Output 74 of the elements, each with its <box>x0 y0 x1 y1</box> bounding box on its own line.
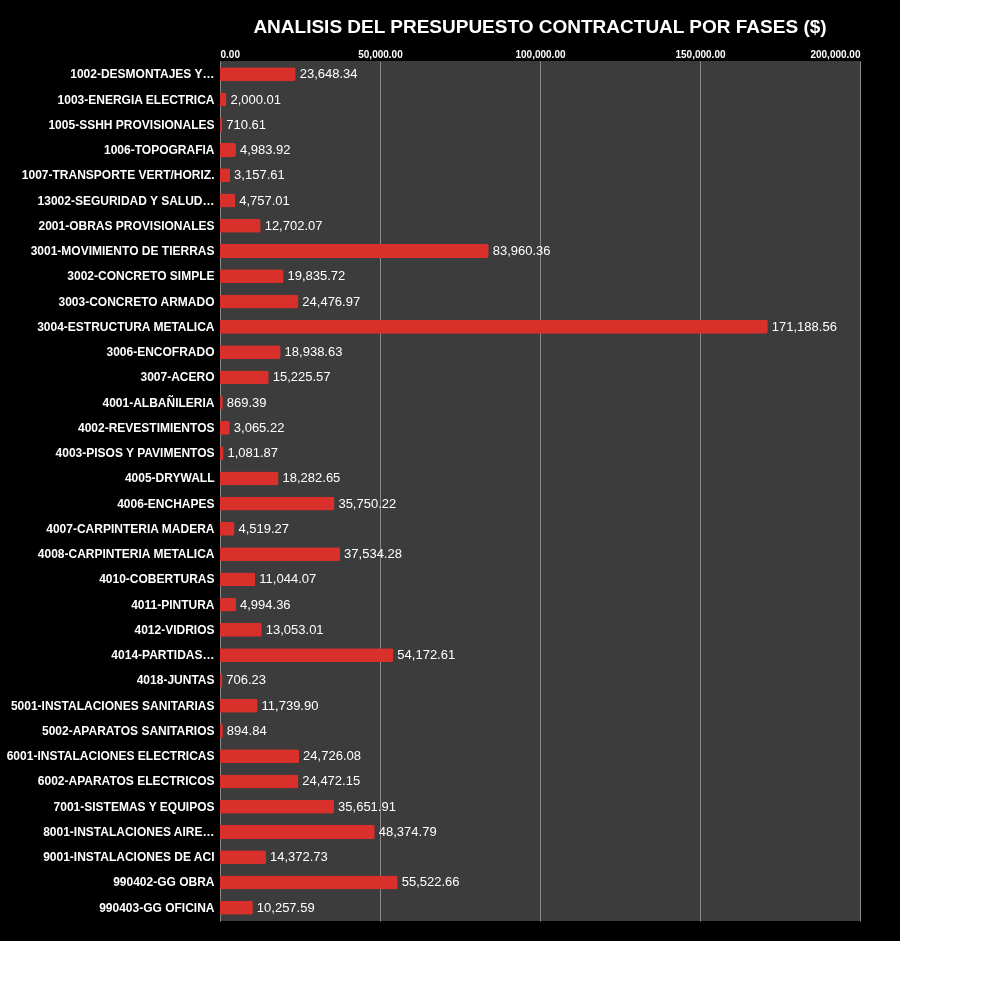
data-label: 12,702.07 <box>264 217 323 233</box>
y-tick-label: 3007-ACERO <box>140 370 215 385</box>
y-tick-label: 13002-SEGURIDAD Y SALUD… <box>37 193 215 208</box>
y-tick-label: 1005-SSHH PROVISIONALES <box>48 117 215 132</box>
y-tick-label: 1007-TRANSPORTE VERT/HORIZ. <box>21 168 215 183</box>
y-tick-label: 3006-ENCOFRADO <box>106 345 215 360</box>
y-tick-label: 4010-COBERTURAS <box>99 572 215 587</box>
data-label: 710.61 <box>226 116 267 132</box>
data-label: 171,188.56 <box>771 318 837 334</box>
y-tick-label: 4012-VIDRIOS <box>134 622 215 637</box>
y-tick-label: 4005-DRYWALL <box>124 471 215 486</box>
data-label: 18,938.63 <box>284 344 343 360</box>
data-label: 4,994.36 <box>239 596 291 612</box>
data-label: 4,983.92 <box>239 142 291 158</box>
y-tick-label: 990402-GG OBRA <box>113 875 215 890</box>
y-tick-label: 3001-MOVIMIENTO DE TIERRAS <box>30 244 215 259</box>
data-label: 18,282.65 <box>282 470 341 486</box>
y-tick-label: 4018-JUNTAS <box>136 673 215 688</box>
chart-title: ANALISIS DEL PRESUPUESTO CONTRACTUAL POR FASES ($) <box>253 16 827 37</box>
data-label: 1,081.87 <box>227 445 279 461</box>
y-tick-label: 8001-INSTALACIONES AIRE… <box>43 824 215 839</box>
y-tick-label: 6002-APARATOS ELECTRICOS <box>37 774 215 789</box>
data-label: 3,065.22 <box>233 419 285 435</box>
y-tick-label: 6001-INSTALACIONES ELECTRICAS <box>6 749 215 764</box>
data-label: 55,522.66 <box>401 874 460 890</box>
data-label: 3,157.61 <box>234 167 285 183</box>
y-tick-label: 3003-CONCRETO ARMADO <box>58 294 215 309</box>
data-label: 14,372.73 <box>269 849 328 865</box>
data-label: 24,472.15 <box>302 773 361 789</box>
data-label: 10,257.59 <box>256 899 315 915</box>
y-tick-label: 4003-PISOS Y PAVIMENTOS <box>55 446 215 461</box>
x-tick-label: 100,000.00 <box>515 48 566 60</box>
data-label: 35,750.22 <box>338 495 397 511</box>
x-tick-label: 200,000.00 <box>810 48 861 60</box>
data-label: 54,172.61 <box>397 647 456 663</box>
y-tick-label: 9001-INSTALACIONES DE ACI <box>43 850 215 865</box>
y-tick-label: 5002-APARATOS SANITARIOS <box>42 723 215 738</box>
data-label: 11,044.07 <box>259 571 317 587</box>
data-label: 24,726.08 <box>303 748 361 764</box>
y-tick-label: 4011-PINTURA <box>131 597 215 612</box>
x-tick-label: 150,000.00 <box>675 48 726 60</box>
data-label: 13,053.01 <box>265 621 324 637</box>
y-tick-label: 990403-GG OFICINA <box>99 900 215 915</box>
data-label: 706.23 <box>226 672 267 688</box>
data-label: 2,000.01 <box>230 91 282 107</box>
y-tick-label: 5001-INSTALACIONES SANITARIAS <box>10 698 215 713</box>
x-tick-label: 50,000.00 <box>358 48 404 60</box>
data-label: 23,648.34 <box>299 66 358 82</box>
data-label: 48,374.79 <box>378 823 437 839</box>
y-tick-label: 4008-CARPINTERIA METALICA <box>37 547 215 562</box>
data-label: 19,835.72 <box>287 268 346 284</box>
y-tick-label: 4002-REVESTIMIENTOS <box>78 420 215 435</box>
data-label: 4,757.01 <box>239 192 290 208</box>
y-tick-label: 3002-CONCRETO SIMPLE <box>67 269 215 284</box>
data-label: 83,960.36 <box>492 243 551 259</box>
data-label: 869.39 <box>226 394 267 410</box>
data-label: 35,651.91 <box>338 798 396 814</box>
data-label: 24,476.97 <box>302 293 361 309</box>
y-tick-label: 4014-PARTIDAS… <box>111 648 215 663</box>
y-tick-label: 1002-DESMONTAJES Y… <box>70 67 215 82</box>
y-tick-label: 1003-ENERGIA ELECTRICA <box>57 92 215 107</box>
data-label: 37,534.28 <box>344 546 402 562</box>
y-tick-label: 4007-CARPINTERIA MADERA <box>46 521 215 536</box>
data-label: 4,519.27 <box>238 520 290 536</box>
y-tick-label: 1006-TOPOGRAFIA <box>104 143 215 158</box>
y-tick-label: 4001-ALBAÑILERIA <box>102 394 215 410</box>
y-tick-label: 3004-ESTRUCTURA METALICA <box>37 319 215 334</box>
y-tick-label: 2001-OBRAS PROVISIONALES <box>38 218 215 233</box>
data-label: 11,739.90 <box>261 697 319 713</box>
y-tick-label: 7001-SISTEMAS Y EQUIPOS <box>53 799 215 814</box>
data-label: 894.84 <box>226 722 267 738</box>
data-label: 15,225.57 <box>272 369 331 385</box>
x-tick-label: 0.00 <box>220 48 241 60</box>
y-tick-label: 4006-ENCHAPES <box>117 496 215 511</box>
